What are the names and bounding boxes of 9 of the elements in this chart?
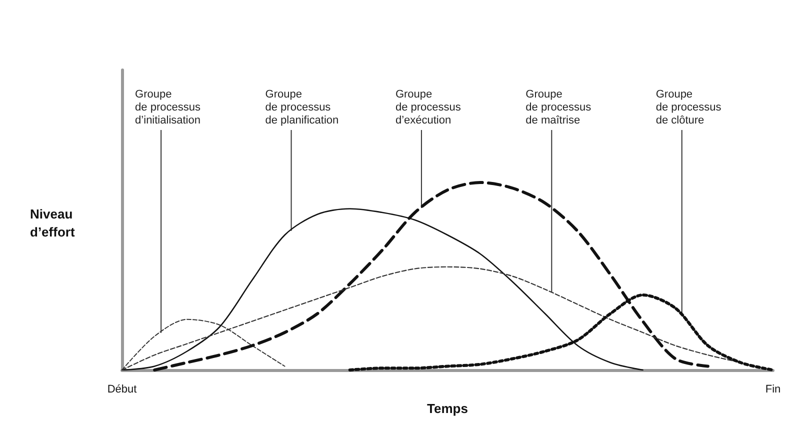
text: Groupe de processus de maîtrise <box>526 88 592 126</box>
x-tick-label: Fin <box>765 384 781 396</box>
x-axis-title: Temps <box>427 401 468 416</box>
x-tick-label: Début <box>107 384 137 396</box>
y-axis-title: Niveau d’effort <box>30 206 76 240</box>
text: Groupe de processus de clôture <box>656 88 722 126</box>
text: Groupe de processus d’exécution <box>395 88 462 126</box>
text: Groupe de processus d’initialisation <box>135 88 201 126</box>
text: Groupe de processus de planification <box>265 88 339 126</box>
